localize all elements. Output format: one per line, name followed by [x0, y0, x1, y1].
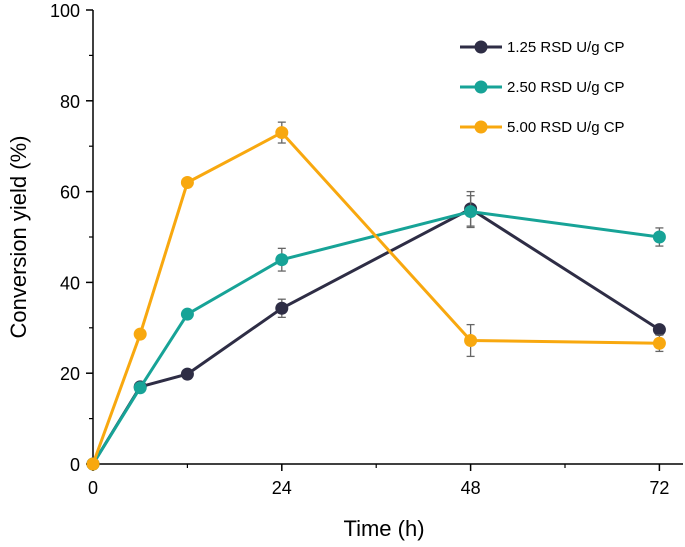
data-point [652, 230, 666, 244]
data-point [275, 253, 289, 267]
x-tick-label: 0 [88, 478, 98, 498]
legend-item-2: 2.50 RSD U/g CP [460, 79, 625, 96]
legend-marker [474, 120, 488, 134]
axes: 0 20 40 60 80 100 0 24 48 72 [50, 1, 683, 498]
legend-item-1: 1.25 RSD U/g CP [460, 39, 625, 56]
y-tick-label: 60 [60, 183, 80, 203]
y-tick-label: 100 [50, 1, 80, 21]
data-point [133, 327, 147, 341]
data-point [464, 334, 478, 348]
x-ticks: 0 24 48 72 [88, 464, 669, 498]
series-layer [86, 121, 666, 471]
y-tick-label: 0 [70, 455, 80, 475]
x-tick-label: 72 [649, 478, 669, 498]
data-point [180, 307, 194, 321]
legend-marker [474, 80, 488, 94]
series-2 [86, 195, 666, 471]
legend: 1.25 RSD U/g CP 2.50 RSD U/g CP 5.00 RSD U… [460, 39, 625, 136]
series-line [91, 131, 660, 465]
series-line [91, 207, 661, 465]
y-tick-label: 40 [60, 273, 80, 293]
series-line [91, 210, 660, 465]
data-point [275, 301, 289, 315]
data-point [464, 205, 478, 219]
data-point [133, 381, 147, 395]
y-tick-label: 20 [60, 364, 80, 384]
data-point [275, 126, 289, 140]
legend-marker [474, 40, 488, 54]
legend-label: 1.25 RSD U/g CP [507, 39, 625, 56]
series-3 [86, 121, 666, 471]
data-point [180, 367, 194, 381]
series-1 [86, 190, 666, 471]
data-point [652, 336, 666, 350]
legend-label: 5.00 RSD U/g CP [507, 119, 625, 136]
x-axis-title: Time (h) [343, 516, 424, 541]
data-point [652, 323, 666, 337]
legend-label: 2.50 RSD U/g CP [507, 79, 625, 96]
y-ticks: 0 20 40 60 80 100 [50, 1, 93, 475]
legend-item-3: 5.00 RSD U/g CP [460, 119, 625, 136]
y-tick-label: 80 [60, 92, 80, 112]
x-tick-label: 24 [272, 478, 292, 498]
x-tick-label: 48 [461, 478, 481, 498]
data-point [86, 457, 100, 471]
y-axis-title: Conversion yield (%) [6, 136, 31, 339]
data-point [180, 176, 194, 190]
